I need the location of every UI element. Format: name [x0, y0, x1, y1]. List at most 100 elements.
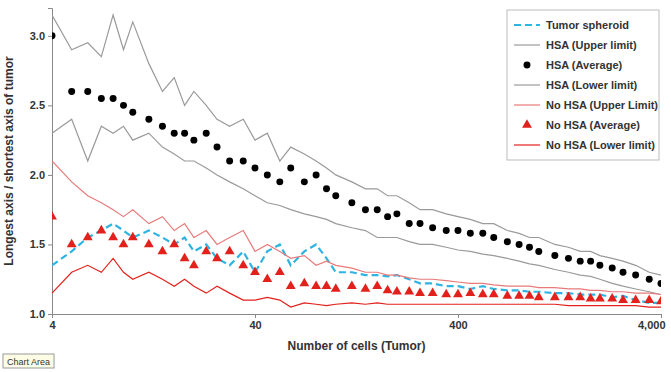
tick-label: 4,000 [638, 319, 666, 331]
data-point [299, 278, 309, 287]
x-axis-title: Number of cells (Tumor) [288, 339, 426, 353]
data-point [145, 116, 152, 123]
x-axis: 4404004,000 [49, 314, 665, 331]
data-point [620, 269, 627, 276]
tick-label: 3.0 [30, 30, 45, 42]
legend-box [507, 10, 659, 160]
legend-label: HSA (Lower limit) [546, 79, 638, 91]
data-point [596, 262, 603, 269]
data-point [465, 287, 475, 296]
series-points [52, 211, 661, 304]
data-point [587, 258, 594, 265]
tick: 3.0 [30, 30, 52, 42]
data-point [313, 171, 320, 178]
data-point [417, 220, 424, 227]
legend-label: Tumor spheroid [546, 19, 629, 31]
legend: Tumor spheroid HSA (Upper limit) HSA (Aver… [507, 10, 659, 160]
data-point [609, 265, 616, 272]
tick-label: 1.5 [30, 238, 45, 250]
data-point [331, 283, 341, 292]
axis-line [53, 315, 662, 319]
data-point [392, 286, 402, 295]
data-point [361, 283, 371, 292]
data-point [502, 290, 512, 299]
data-point [644, 294, 654, 303]
data-point [534, 292, 544, 301]
legend-swatch [524, 62, 531, 69]
legend-label: No HSA (Upper Limit) [546, 99, 658, 111]
legend-swatch [514, 24, 540, 26]
data-point [287, 164, 294, 171]
tick: 40 [249, 314, 261, 331]
data-point [374, 206, 381, 213]
data-point [108, 232, 118, 241]
annotation-text: Chart Area [7, 357, 50, 367]
series-line [52, 258, 661, 307]
legend-swatch [514, 104, 540, 105]
data-point [83, 232, 93, 241]
legend-swatch [514, 44, 540, 45]
data-point [311, 280, 321, 289]
data-point [98, 95, 105, 102]
data-point [110, 95, 117, 102]
plot-area [52, 15, 661, 307]
data-point [453, 289, 463, 298]
data-point [428, 287, 438, 296]
data-point [586, 293, 596, 302]
tick-label: 1.0 [30, 308, 45, 320]
data-point [575, 292, 585, 301]
data-point [119, 239, 129, 248]
tick-label: 2.5 [30, 99, 45, 111]
legend-label: HSA (Upper limit) [546, 39, 637, 51]
tick-label: 2.0 [30, 169, 45, 181]
data-point [489, 289, 499, 298]
legend-item: No HSA (Lower limit) [514, 139, 655, 151]
data-point [564, 292, 574, 301]
data-point [332, 192, 339, 199]
data-point [212, 253, 222, 262]
legend-item: HSA (Average) [524, 59, 623, 71]
data-point [225, 246, 235, 255]
series-line [52, 119, 661, 294]
tick: 1.0 [30, 308, 52, 320]
annotation-box [3, 354, 54, 368]
tick: 2.5 [30, 99, 52, 111]
data-point [158, 246, 168, 255]
data-point [171, 130, 178, 137]
data-point [404, 286, 414, 295]
legend-swatch [522, 119, 532, 128]
y-axis: 1.0 1.5 2.0 2.5 3.0 [30, 9, 53, 321]
data-point [384, 213, 391, 220]
data-point [181, 130, 188, 137]
tick-mark [48, 175, 52, 176]
data-point [52, 32, 55, 39]
data-point [250, 267, 260, 276]
data-point [348, 199, 355, 206]
data-point [467, 230, 474, 237]
tick-mark [458, 314, 459, 318]
data-point [646, 276, 653, 283]
data-point [214, 144, 221, 151]
data-point [415, 287, 425, 296]
data-point [347, 280, 357, 289]
data-point [441, 289, 451, 298]
data-point [658, 280, 661, 287]
data-point [252, 164, 259, 171]
data-point [68, 88, 75, 95]
data-point [393, 210, 400, 217]
data-point [144, 239, 154, 248]
data-point [362, 206, 369, 213]
data-point [504, 238, 511, 245]
data-point [322, 280, 332, 289]
data-point [301, 178, 308, 185]
data-point [262, 274, 272, 283]
tick-mark [48, 244, 52, 245]
data-point [595, 293, 605, 302]
tick-label: 400 [449, 319, 467, 331]
legend-label: HSA (Average) [546, 59, 623, 71]
data-point [190, 137, 197, 144]
data-point [264, 171, 271, 178]
data-point [226, 158, 233, 165]
data-point [455, 227, 462, 234]
data-point [516, 241, 523, 248]
